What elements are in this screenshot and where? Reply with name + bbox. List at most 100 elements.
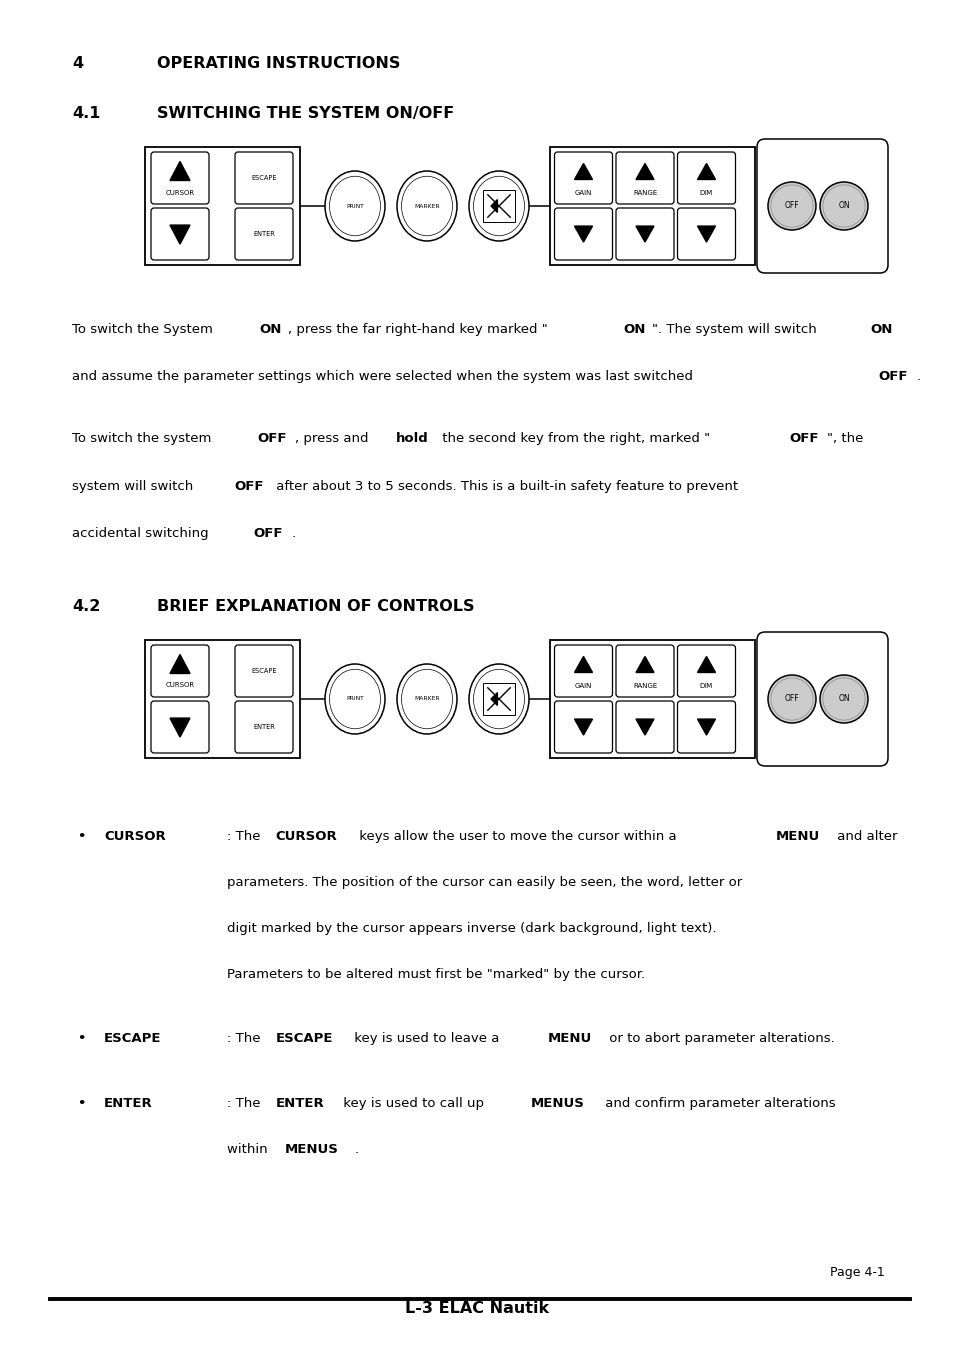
FancyBboxPatch shape	[616, 644, 673, 697]
Text: MENUS: MENUS	[285, 1143, 338, 1156]
Ellipse shape	[325, 172, 385, 240]
Text: MENUS: MENUS	[531, 1097, 584, 1109]
Polygon shape	[574, 719, 592, 735]
Text: or to abort parameter alterations.: or to abort parameter alterations.	[604, 1032, 834, 1046]
Text: , press the far right-hand key marked ": , press the far right-hand key marked "	[288, 323, 547, 336]
Circle shape	[822, 185, 864, 227]
FancyBboxPatch shape	[757, 632, 887, 766]
FancyBboxPatch shape	[554, 208, 612, 259]
Text: ENTER: ENTER	[275, 1097, 324, 1109]
Circle shape	[820, 676, 867, 723]
Text: within: within	[227, 1143, 272, 1156]
Text: key is used to call up: key is used to call up	[338, 1097, 487, 1109]
FancyBboxPatch shape	[482, 190, 515, 222]
Text: ON: ON	[838, 694, 849, 704]
Text: 4.2: 4.2	[71, 598, 100, 613]
Ellipse shape	[325, 663, 385, 734]
Text: .: .	[292, 527, 295, 540]
Circle shape	[767, 676, 815, 723]
Ellipse shape	[396, 663, 456, 734]
Text: OFF: OFF	[788, 432, 818, 446]
Ellipse shape	[469, 172, 529, 240]
Text: .: .	[355, 1143, 358, 1156]
Circle shape	[770, 678, 812, 720]
FancyBboxPatch shape	[554, 701, 612, 753]
Polygon shape	[697, 657, 715, 673]
Polygon shape	[574, 163, 592, 180]
Text: digit marked by the cursor appears inverse (dark background, light text).: digit marked by the cursor appears inver…	[227, 921, 716, 935]
FancyBboxPatch shape	[677, 644, 735, 697]
Text: •: •	[77, 830, 85, 843]
Text: system will switch: system will switch	[71, 480, 197, 493]
Circle shape	[767, 182, 815, 230]
Polygon shape	[636, 226, 654, 242]
Text: MENU: MENU	[775, 830, 820, 843]
FancyBboxPatch shape	[616, 153, 673, 204]
FancyBboxPatch shape	[554, 644, 612, 697]
Text: OFF: OFF	[253, 527, 283, 540]
Polygon shape	[697, 226, 715, 242]
FancyBboxPatch shape	[234, 208, 293, 259]
FancyBboxPatch shape	[145, 640, 299, 758]
FancyBboxPatch shape	[677, 208, 735, 259]
Text: ENTER: ENTER	[104, 1097, 152, 1109]
Text: parameters. The position of the cursor can easily be seen, the word, letter or: parameters. The position of the cursor c…	[227, 875, 741, 889]
Text: ENTER: ENTER	[253, 231, 274, 236]
FancyBboxPatch shape	[554, 153, 612, 204]
FancyBboxPatch shape	[151, 644, 209, 697]
Text: : The: : The	[227, 1097, 265, 1109]
Text: GAIN: GAIN	[575, 190, 592, 196]
FancyBboxPatch shape	[677, 701, 735, 753]
Polygon shape	[697, 163, 715, 180]
Text: OPERATING INSTRUCTIONS: OPERATING INSTRUCTIONS	[157, 55, 400, 72]
Text: keys allow the user to move the cursor within a: keys allow the user to move the cursor w…	[355, 830, 680, 843]
Circle shape	[822, 678, 864, 720]
FancyBboxPatch shape	[482, 684, 515, 715]
Text: and confirm parameter alterations: and confirm parameter alterations	[600, 1097, 835, 1109]
Text: ESCAPE: ESCAPE	[251, 667, 276, 674]
FancyBboxPatch shape	[234, 153, 293, 204]
Text: •: •	[77, 1097, 85, 1109]
Polygon shape	[170, 719, 190, 738]
FancyBboxPatch shape	[616, 208, 673, 259]
FancyBboxPatch shape	[677, 153, 735, 204]
Text: BRIEF EXPLANATION OF CONTROLS: BRIEF EXPLANATION OF CONTROLS	[157, 598, 474, 613]
Circle shape	[770, 185, 812, 227]
Text: ESCAPE: ESCAPE	[275, 1032, 333, 1046]
Text: : The: : The	[227, 830, 265, 843]
Text: OFF: OFF	[784, 694, 799, 704]
Text: SWITCHING THE SYSTEM ON/OFF: SWITCHING THE SYSTEM ON/OFF	[157, 105, 454, 122]
Text: 4.1: 4.1	[71, 105, 100, 122]
Ellipse shape	[401, 669, 452, 728]
Text: CURSOR: CURSOR	[104, 830, 166, 843]
Text: ON: ON	[838, 201, 849, 211]
Text: GAIN: GAIN	[575, 684, 592, 689]
FancyBboxPatch shape	[151, 153, 209, 204]
Text: PRINT: PRINT	[346, 697, 363, 701]
Text: RANGE: RANGE	[632, 684, 657, 689]
FancyBboxPatch shape	[550, 640, 754, 758]
Ellipse shape	[396, 172, 456, 240]
Text: hold: hold	[395, 432, 428, 446]
Text: To switch the System: To switch the System	[71, 323, 217, 336]
Text: RANGE: RANGE	[632, 190, 657, 196]
Text: MARKER: MARKER	[414, 204, 439, 208]
Text: •: •	[77, 1032, 85, 1046]
FancyBboxPatch shape	[616, 701, 673, 753]
Text: L-3 ELAC Nautik: L-3 ELAC Nautik	[404, 1301, 549, 1316]
Text: DIM: DIM	[700, 190, 713, 196]
Text: Page 4-1: Page 4-1	[829, 1266, 884, 1279]
Polygon shape	[574, 657, 592, 673]
Ellipse shape	[329, 176, 380, 236]
FancyBboxPatch shape	[145, 147, 299, 265]
Polygon shape	[636, 163, 654, 180]
Text: ENTER: ENTER	[253, 724, 274, 730]
Polygon shape	[170, 226, 190, 245]
Polygon shape	[574, 226, 592, 242]
Text: ". The system will switch: ". The system will switch	[652, 323, 821, 336]
Text: ESCAPE: ESCAPE	[251, 176, 276, 181]
Text: ", the: ", the	[826, 432, 862, 446]
Text: PRINT: PRINT	[346, 204, 363, 208]
Ellipse shape	[473, 176, 524, 236]
Text: OFF: OFF	[233, 480, 263, 493]
